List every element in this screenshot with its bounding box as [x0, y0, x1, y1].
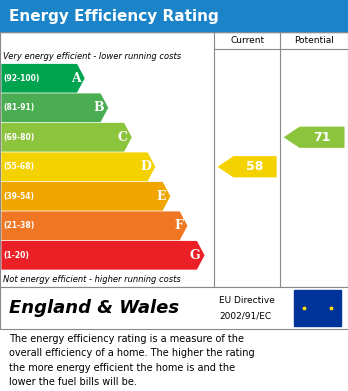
Text: E: E — [157, 190, 166, 203]
Polygon shape — [1, 182, 170, 211]
Polygon shape — [1, 241, 205, 270]
Polygon shape — [284, 127, 345, 148]
Text: B: B — [94, 101, 104, 114]
Text: (21-38): (21-38) — [3, 221, 35, 230]
Text: EU Directive: EU Directive — [219, 296, 275, 305]
Text: England & Wales: England & Wales — [9, 299, 179, 317]
Bar — [294, 291, 341, 326]
Text: Not energy efficient - higher running costs: Not energy efficient - higher running co… — [3, 275, 181, 284]
Text: G: G — [190, 249, 200, 262]
Text: A: A — [71, 72, 80, 85]
Polygon shape — [1, 93, 108, 122]
Text: (92-100): (92-100) — [3, 74, 40, 83]
Text: (69-80): (69-80) — [3, 133, 35, 142]
Text: D: D — [140, 160, 151, 173]
Text: Very energy efficient - lower running costs: Very energy efficient - lower running co… — [3, 52, 182, 61]
Text: (1-20): (1-20) — [3, 251, 29, 260]
Polygon shape — [1, 152, 155, 181]
Text: (81-91): (81-91) — [3, 103, 35, 112]
Text: 71: 71 — [313, 131, 331, 144]
Polygon shape — [1, 212, 188, 240]
Text: Current: Current — [230, 36, 264, 45]
Text: 2002/91/EC: 2002/91/EC — [219, 311, 271, 320]
Text: (55-68): (55-68) — [3, 162, 34, 171]
Polygon shape — [218, 156, 277, 178]
Polygon shape — [1, 123, 132, 152]
Text: Potential: Potential — [294, 36, 334, 45]
Polygon shape — [1, 64, 85, 93]
Text: The energy efficiency rating is a measure of the
overall efficiency of a home. T: The energy efficiency rating is a measur… — [9, 334, 254, 387]
Text: Energy Efficiency Rating: Energy Efficiency Rating — [9, 9, 219, 23]
Text: C: C — [118, 131, 128, 144]
Text: F: F — [174, 219, 183, 232]
Text: (39-54): (39-54) — [3, 192, 34, 201]
Text: 58: 58 — [246, 160, 264, 173]
